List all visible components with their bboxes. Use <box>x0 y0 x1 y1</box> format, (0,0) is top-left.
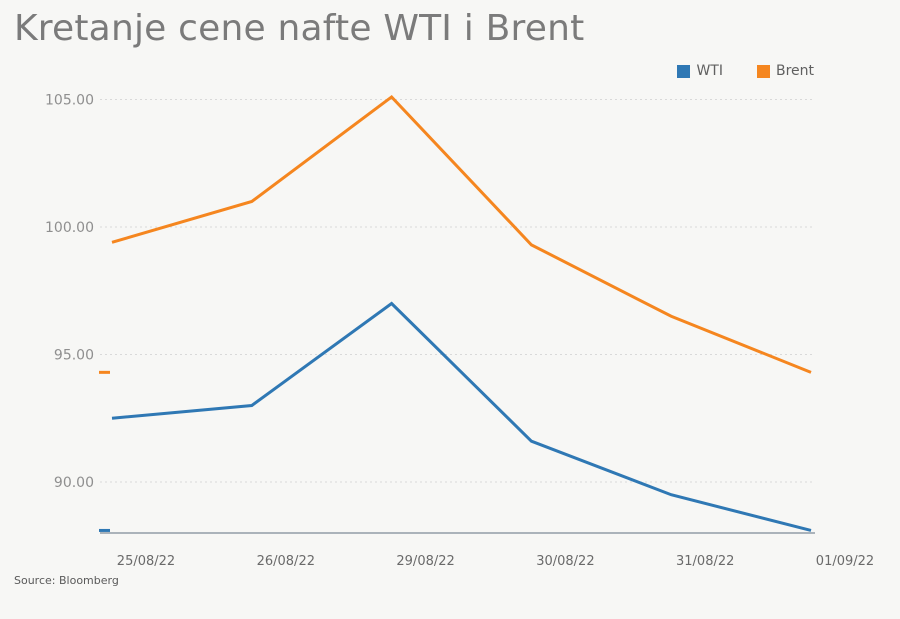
x-tick-label: 31/08/22 <box>676 554 734 569</box>
y-tick-label: 105.00 <box>45 93 94 109</box>
y-tick-label: 100.00 <box>45 220 94 236</box>
chart-title: Kretanje cene nafte WTI i Brent <box>14 8 585 49</box>
legend-swatch-wti <box>677 64 691 78</box>
x-tick-label: 29/08/22 <box>396 554 454 569</box>
x-tick-label: 25/08/22 <box>117 554 175 569</box>
source-note: Source: Bloomberg <box>14 574 119 587</box>
series-line-brent <box>111 94 812 374</box>
x-tick-label: 01/09/22 <box>816 554 874 569</box>
legend-item-wti: WTI <box>677 63 723 79</box>
legend-swatch-brent <box>756 64 770 78</box>
legend-item-brent: Brent <box>756 63 814 79</box>
y-tick-label: 95.00 <box>54 348 94 364</box>
legend: WTI Brent <box>677 63 814 79</box>
legend-label-brent: Brent <box>775 63 814 79</box>
x-tick-label: 26/08/22 <box>257 554 315 569</box>
y-tick-label: 90.00 <box>54 475 94 491</box>
x-tick-label: 30/08/22 <box>536 554 594 569</box>
series-line-wti <box>111 301 812 532</box>
legend-label-wti: WTI <box>696 63 723 79</box>
